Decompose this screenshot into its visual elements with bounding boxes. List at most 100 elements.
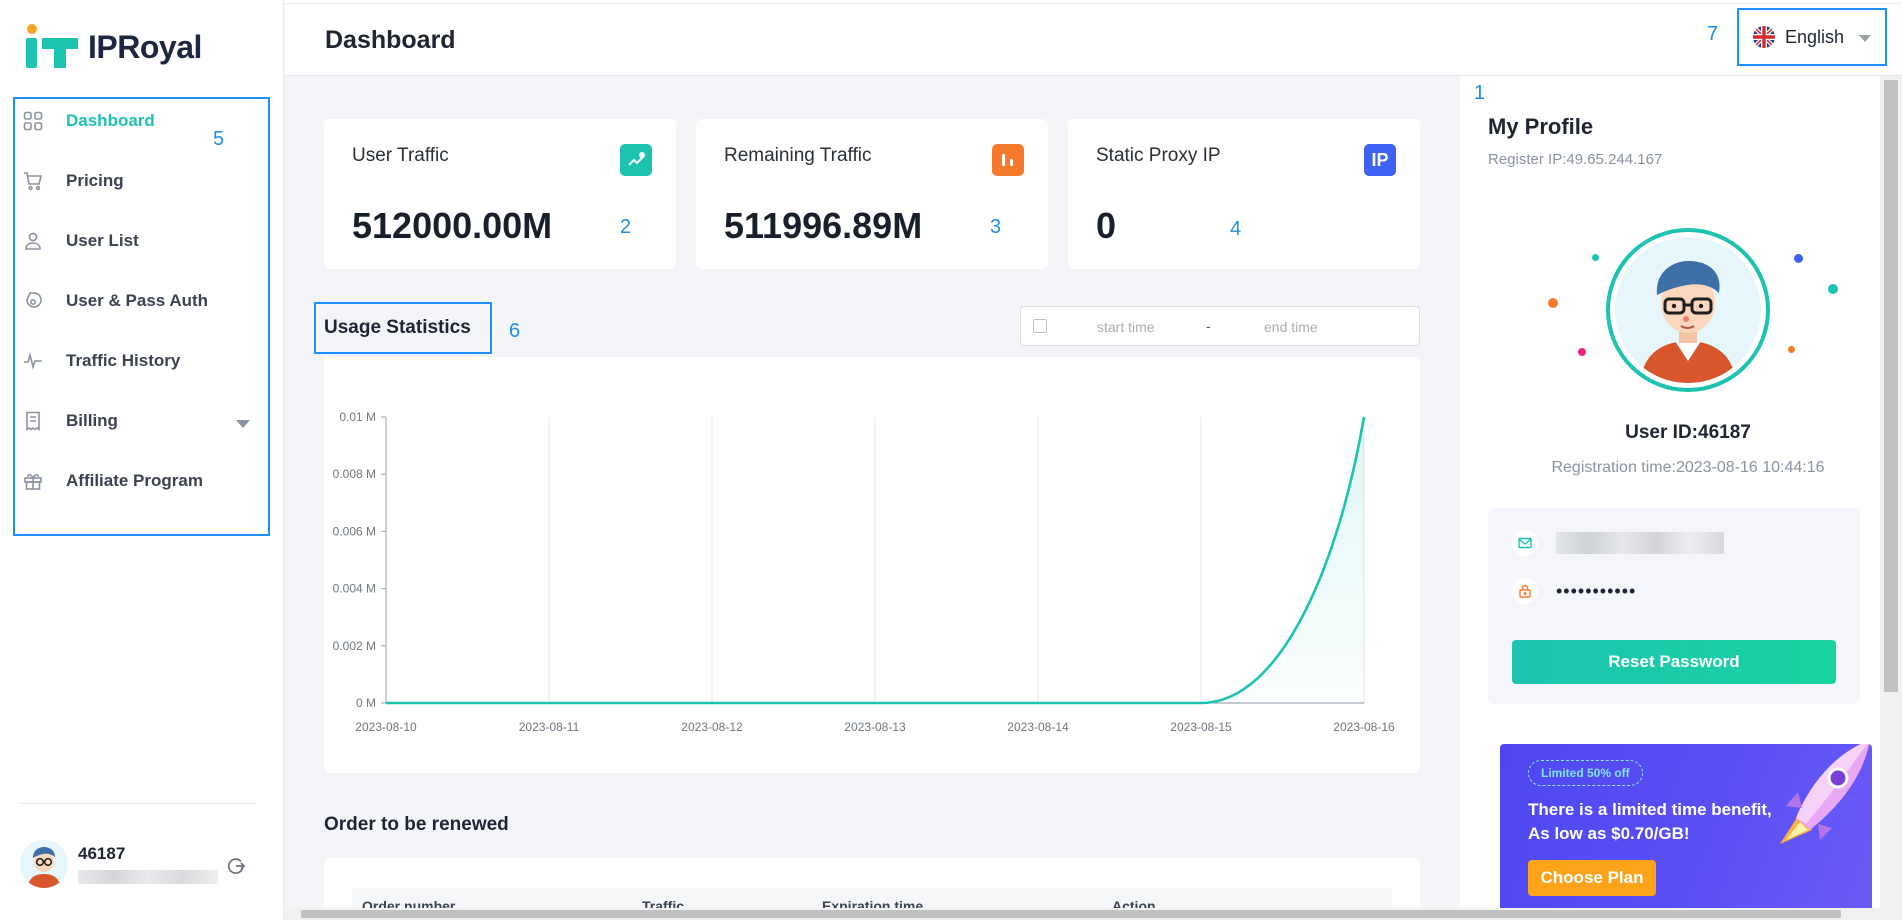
register-ip: Register IP:49.65.244.167 — [1488, 151, 1663, 168]
sidebar-item-user-list[interactable]: User List — [22, 230, 139, 252]
stat-title: Remaining Traffic — [724, 145, 872, 166]
x-tick-label: 2023-08-16 — [1333, 720, 1395, 734]
y-tick-label: 0.006 M — [333, 524, 376, 538]
choose-plan-button[interactable]: Choose Plan — [1528, 860, 1656, 896]
grid-icon — [22, 110, 44, 132]
promo-line-2: As low as $0.70/GB! — [1528, 824, 1690, 843]
logout-icon[interactable] — [226, 856, 246, 876]
uk-flag-icon — [1753, 26, 1775, 48]
registration-time: Registration time:2023-08-16 10:44:16 — [1551, 459, 1825, 476]
sidebar-item-user-pass-auth[interactable]: User & Pass Auth — [22, 290, 208, 312]
annotation-label-5: 5 — [213, 128, 225, 150]
date-separator: - — [1206, 318, 1211, 334]
x-tick-label: 2023-08-15 — [1170, 720, 1232, 734]
promo-line-1: There is a limited time benefit, — [1528, 800, 1772, 819]
stat-value: 0 — [1096, 205, 1117, 246]
x-tick-label: 2023-08-10 — [355, 720, 417, 734]
stat-card-static-proxy-ip: Static Proxy IP IP 0 — [1068, 119, 1420, 269]
profile-avatar — [1606, 228, 1770, 392]
gift-icon — [22, 470, 44, 492]
x-tick-label: 2023-08-12 — [681, 720, 743, 734]
annotation-label-6: 6 — [509, 320, 521, 342]
sidebar: IPRoyal 5 Dashboard Pricing User List Us… — [0, 0, 284, 920]
x-tick-label: 2023-08-13 — [844, 720, 906, 734]
annotation-label-7: 7 — [1707, 23, 1719, 45]
usage-statistics-header: Usage Statistics — [314, 302, 492, 354]
chevron-down-icon — [1859, 35, 1871, 42]
profile-title: My Profile — [1488, 114, 1594, 139]
section-title: Usage Statistics — [324, 317, 471, 338]
top-header: Dashboard 7 English — [285, 4, 1902, 76]
scrollbar-thumb[interactable] — [1884, 80, 1898, 692]
profile-user-id: User ID:46187 — [1625, 422, 1751, 443]
decor-dot — [1828, 284, 1838, 294]
date-range-picker[interactable]: start time - end time — [1020, 306, 1420, 346]
cart-icon — [22, 170, 44, 192]
user-icon — [22, 230, 44, 252]
sidebar-item-label: Traffic History — [66, 351, 181, 370]
ip-icon: IP — [1364, 144, 1396, 176]
decor-dot — [1794, 254, 1803, 263]
sidebar-item-label: Affiliate Program — [66, 471, 203, 490]
x-tick-label: 2023-08-11 — [519, 720, 580, 734]
password-row: ••••••••••• — [1512, 578, 1636, 604]
password-mask: ••••••••••• — [1556, 580, 1637, 601]
usage-chart-card: 0 M 0.002 M 0.004 M 0.006 M 0.008 M 0.01 M 202… — [324, 357, 1420, 773]
promo-badge: Limited 50% off — [1528, 760, 1643, 786]
promo-banner: Limited 50% off There is a limited time … — [1500, 744, 1872, 920]
page-title: Dashboard — [325, 26, 456, 54]
lock-icon — [1512, 578, 1538, 604]
window-top-border — [0, 0, 1902, 4]
sidebar-item-label: User & Pass Auth — [66, 291, 209, 310]
decor-dot — [1788, 346, 1795, 353]
sidebar-username: 46187 — [78, 844, 126, 863]
trend-up-icon — [620, 144, 652, 176]
sidebar-item-pricing[interactable]: Pricing — [22, 170, 124, 192]
start-time-input[interactable]: start time — [1097, 319, 1155, 335]
redacted-email — [1556, 532, 1724, 554]
receipt-icon — [22, 410, 44, 432]
language-label: English — [1785, 26, 1845, 47]
stat-value: 512000.00M — [352, 205, 553, 246]
sidebar-item-billing[interactable]: Billing — [22, 410, 118, 432]
sidebar-item-affiliate-program[interactable]: Affiliate Program — [22, 470, 203, 492]
sidebar-item-label: Dashboard — [66, 111, 155, 130]
key-shield-icon — [22, 290, 44, 312]
nav-highlight-box — [13, 97, 270, 536]
sidebar-item-label: Billing — [66, 411, 118, 430]
stat-value: 511996.89M — [724, 205, 923, 246]
language-selector[interactable]: English — [1737, 8, 1887, 66]
sidebar-item-label: Pricing — [66, 171, 124, 190]
decor-dot — [1548, 298, 1558, 308]
y-tick-label: 0 M — [356, 696, 376, 710]
email-row — [1512, 530, 1724, 556]
end-time-input[interactable]: end time — [1264, 319, 1318, 335]
chevron-down-icon[interactable] — [236, 420, 250, 428]
usage-chart: 0 M 0.002 M 0.004 M 0.006 M 0.008 M 0.01 M 202… — [333, 410, 1395, 734]
brand-name: IPRoyal — [88, 28, 202, 65]
scrollbar-thumb[interactable] — [301, 910, 1841, 918]
decor-dot — [1592, 254, 1599, 261]
avatar — [20, 840, 68, 888]
sidebar-item-traffic-history[interactable]: Traffic History — [22, 350, 180, 372]
stat-title: User Traffic — [352, 145, 449, 166]
x-tick-label: 2023-08-14 — [1007, 720, 1069, 734]
sidebar-divider — [20, 803, 256, 804]
series-area — [386, 417, 1364, 703]
y-tick-label: 0.002 M — [333, 639, 376, 653]
sidebar-item-dashboard[interactable]: Dashboard — [22, 110, 155, 132]
profile-panel: 1 My Profile Register IP:49.65.244.167 — [1460, 76, 1880, 920]
sidebar-item-label: User List — [66, 231, 139, 250]
reset-password-button[interactable]: Reset Password — [1512, 640, 1836, 684]
vertical-scrollbar[interactable] — [1880, 76, 1902, 920]
redacted-email — [78, 870, 218, 884]
series-line — [386, 416, 1366, 705]
orders-title: Order to be renewed — [324, 814, 509, 835]
annotation-label-3: 3 — [990, 216, 1002, 238]
sidebar-user[interactable]: 46187 — [20, 840, 218, 888]
stat-card-user-traffic: User Traffic 512000.00M — [324, 119, 676, 269]
rocket-icon — [1780, 744, 1870, 844]
horizontal-scrollbar[interactable] — [285, 908, 1880, 920]
brand-logo[interactable]: IPRoyal — [24, 24, 202, 70]
annotation-label-1: 1 — [1474, 82, 1486, 104]
